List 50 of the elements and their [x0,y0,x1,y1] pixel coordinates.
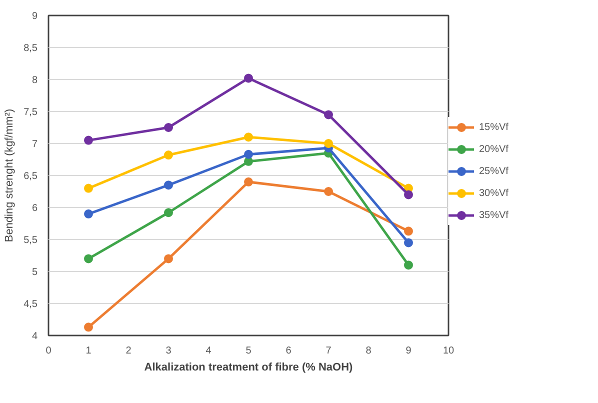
x-tick-label: 1 [86,346,92,356]
point [404,260,413,270]
point [404,226,413,236]
x-tick-label: 7 [326,346,332,356]
x-tick-label: 2 [126,346,132,356]
x-tick-label: 0 [46,346,52,356]
legend-label: 35%Vf [479,210,508,220]
point [324,187,333,196]
y-tick-label: 8,5 [24,43,38,54]
point [244,132,253,142]
point [84,209,93,218]
point [164,208,173,218]
y-tick-label: 7 [32,139,38,150]
legend-label: 25%Vf [479,166,508,176]
point [164,180,173,190]
y-tick-label: 6,5 [24,171,38,182]
y-tick-label: 4 [32,331,38,342]
x-axis-title: Alkalization treatment of fibre (% NaOH) [144,362,354,374]
y-axis-title: Bending strenght (kgf/mm²) [4,108,16,242]
x-tick-label: 6 [286,346,292,356]
point [244,74,253,83]
x-tick-label: 5 [246,346,252,356]
x-tick-label: 8 [366,346,372,356]
y-tick-label: 7,5 [24,107,38,118]
x-tick-label: 3 [166,346,172,356]
point [404,238,413,248]
point [244,150,253,159]
point [324,110,333,120]
y-tick-label: 9 [32,11,38,22]
legend-label: 30%Vf [479,188,508,198]
point [84,184,93,193]
point [164,254,173,264]
legend-label: 20%Vf [479,144,508,154]
y-tick-label: 5,5 [24,235,38,246]
y-tick-label: 4,5 [24,299,38,310]
y-tick-label: 5 [32,267,38,278]
point [324,139,333,148]
point [244,177,253,186]
point [164,123,173,132]
point [84,254,93,264]
point [164,150,173,160]
legend-label: 15%Vf [479,122,508,132]
x-tick-label: 10 [442,346,454,356]
x-tick-label: 4 [206,346,212,356]
y-tick-label: 8 [32,75,38,86]
y-tick-label: 6 [32,203,38,214]
x-tick-label: 9 [406,346,412,356]
point [404,190,413,200]
point [84,322,93,332]
point [84,136,93,145]
